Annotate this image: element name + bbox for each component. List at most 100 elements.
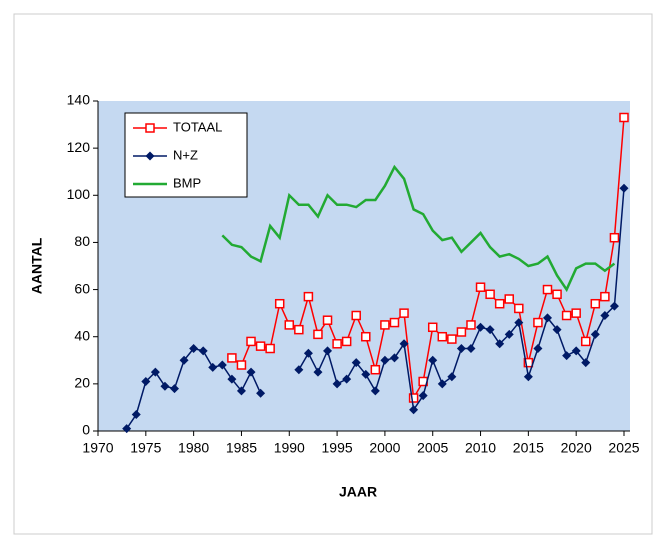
legend-label: TOTAAL [173,119,222,134]
marker [476,322,486,332]
y-tick-label: 140 [67,92,91,108]
x-tick-label: 1980 [178,440,209,456]
marker [590,329,600,339]
y-axis-label: AANTAL [29,237,45,294]
marker [361,369,371,379]
marker [236,386,246,396]
marker [619,112,629,123]
legend-marker [145,151,155,161]
marker [590,298,601,309]
marker [246,367,256,377]
marker [552,325,562,335]
marker [495,339,505,349]
marker [361,331,371,342]
marker [409,405,419,415]
marker [552,289,562,300]
marker [303,291,314,302]
marker [131,410,141,419]
marker [514,318,524,328]
marker [313,367,323,377]
marker [562,351,572,361]
marker [150,367,160,377]
y-tick-label: 20 [74,375,90,391]
marker [523,372,533,382]
y-tick-label: 80 [74,233,90,249]
marker [322,315,333,325]
marker [571,346,581,356]
marker [141,377,151,386]
marker [170,384,180,394]
y-tick-label: 100 [67,186,91,202]
marker [274,298,285,309]
marker [246,336,256,347]
marker [418,391,428,401]
x-tick-label: 2025 [608,440,639,456]
y-tick-label: 0 [82,422,90,438]
marker [533,344,543,353]
marker [619,183,629,193]
x-tick-label: 2015 [513,440,544,456]
marker [351,358,361,368]
marker [514,303,524,314]
marker [437,379,447,389]
marker [198,346,208,356]
marker [323,346,333,356]
marker [504,294,514,304]
legend-marker [145,123,155,133]
marker [533,317,543,328]
marker [447,372,457,382]
marker [342,374,352,384]
marker [332,379,342,389]
marker [494,298,505,309]
x-tick-label: 1970 [82,440,113,456]
marker [504,329,514,339]
marker [389,317,400,328]
x-tick-label: 2020 [561,440,592,456]
marker [370,364,381,375]
marker [256,388,266,398]
y-tick-label: 120 [67,139,91,155]
marker [580,336,591,347]
marker [561,310,572,321]
x-tick-label: 2000 [369,440,400,456]
marker [265,343,275,354]
marker [255,341,266,351]
marker [427,322,438,333]
marker [284,320,295,330]
series-line [221,164,616,293]
y-tick-label: 40 [74,327,90,343]
marker [456,327,467,337]
x-tick-label: 1995 [322,440,353,456]
legend-label: BMP [173,175,201,190]
marker [380,320,390,330]
marker [609,301,619,311]
marker [370,386,380,396]
marker [208,362,218,372]
marker [399,308,409,318]
legend-label: N+Z [173,147,198,162]
marker [542,313,552,323]
marker [447,334,457,344]
y-tick-label: 60 [74,280,90,296]
x-axis-label: JAAR [339,484,377,500]
marker [217,360,227,370]
marker [485,289,495,300]
marker [428,355,438,365]
marker [380,355,390,365]
marker [466,320,476,330]
marker [600,311,610,320]
marker [542,284,553,295]
marker [189,344,199,353]
x-tick-label: 1975 [130,440,161,456]
marker [389,353,399,363]
marker [485,325,495,335]
marker [179,355,189,365]
marker [122,424,132,434]
x-tick-label: 2010 [465,440,496,456]
marker [408,393,419,403]
marker [341,336,352,347]
marker [236,360,247,370]
marker [351,310,361,321]
marker [227,353,237,363]
marker [399,339,409,349]
